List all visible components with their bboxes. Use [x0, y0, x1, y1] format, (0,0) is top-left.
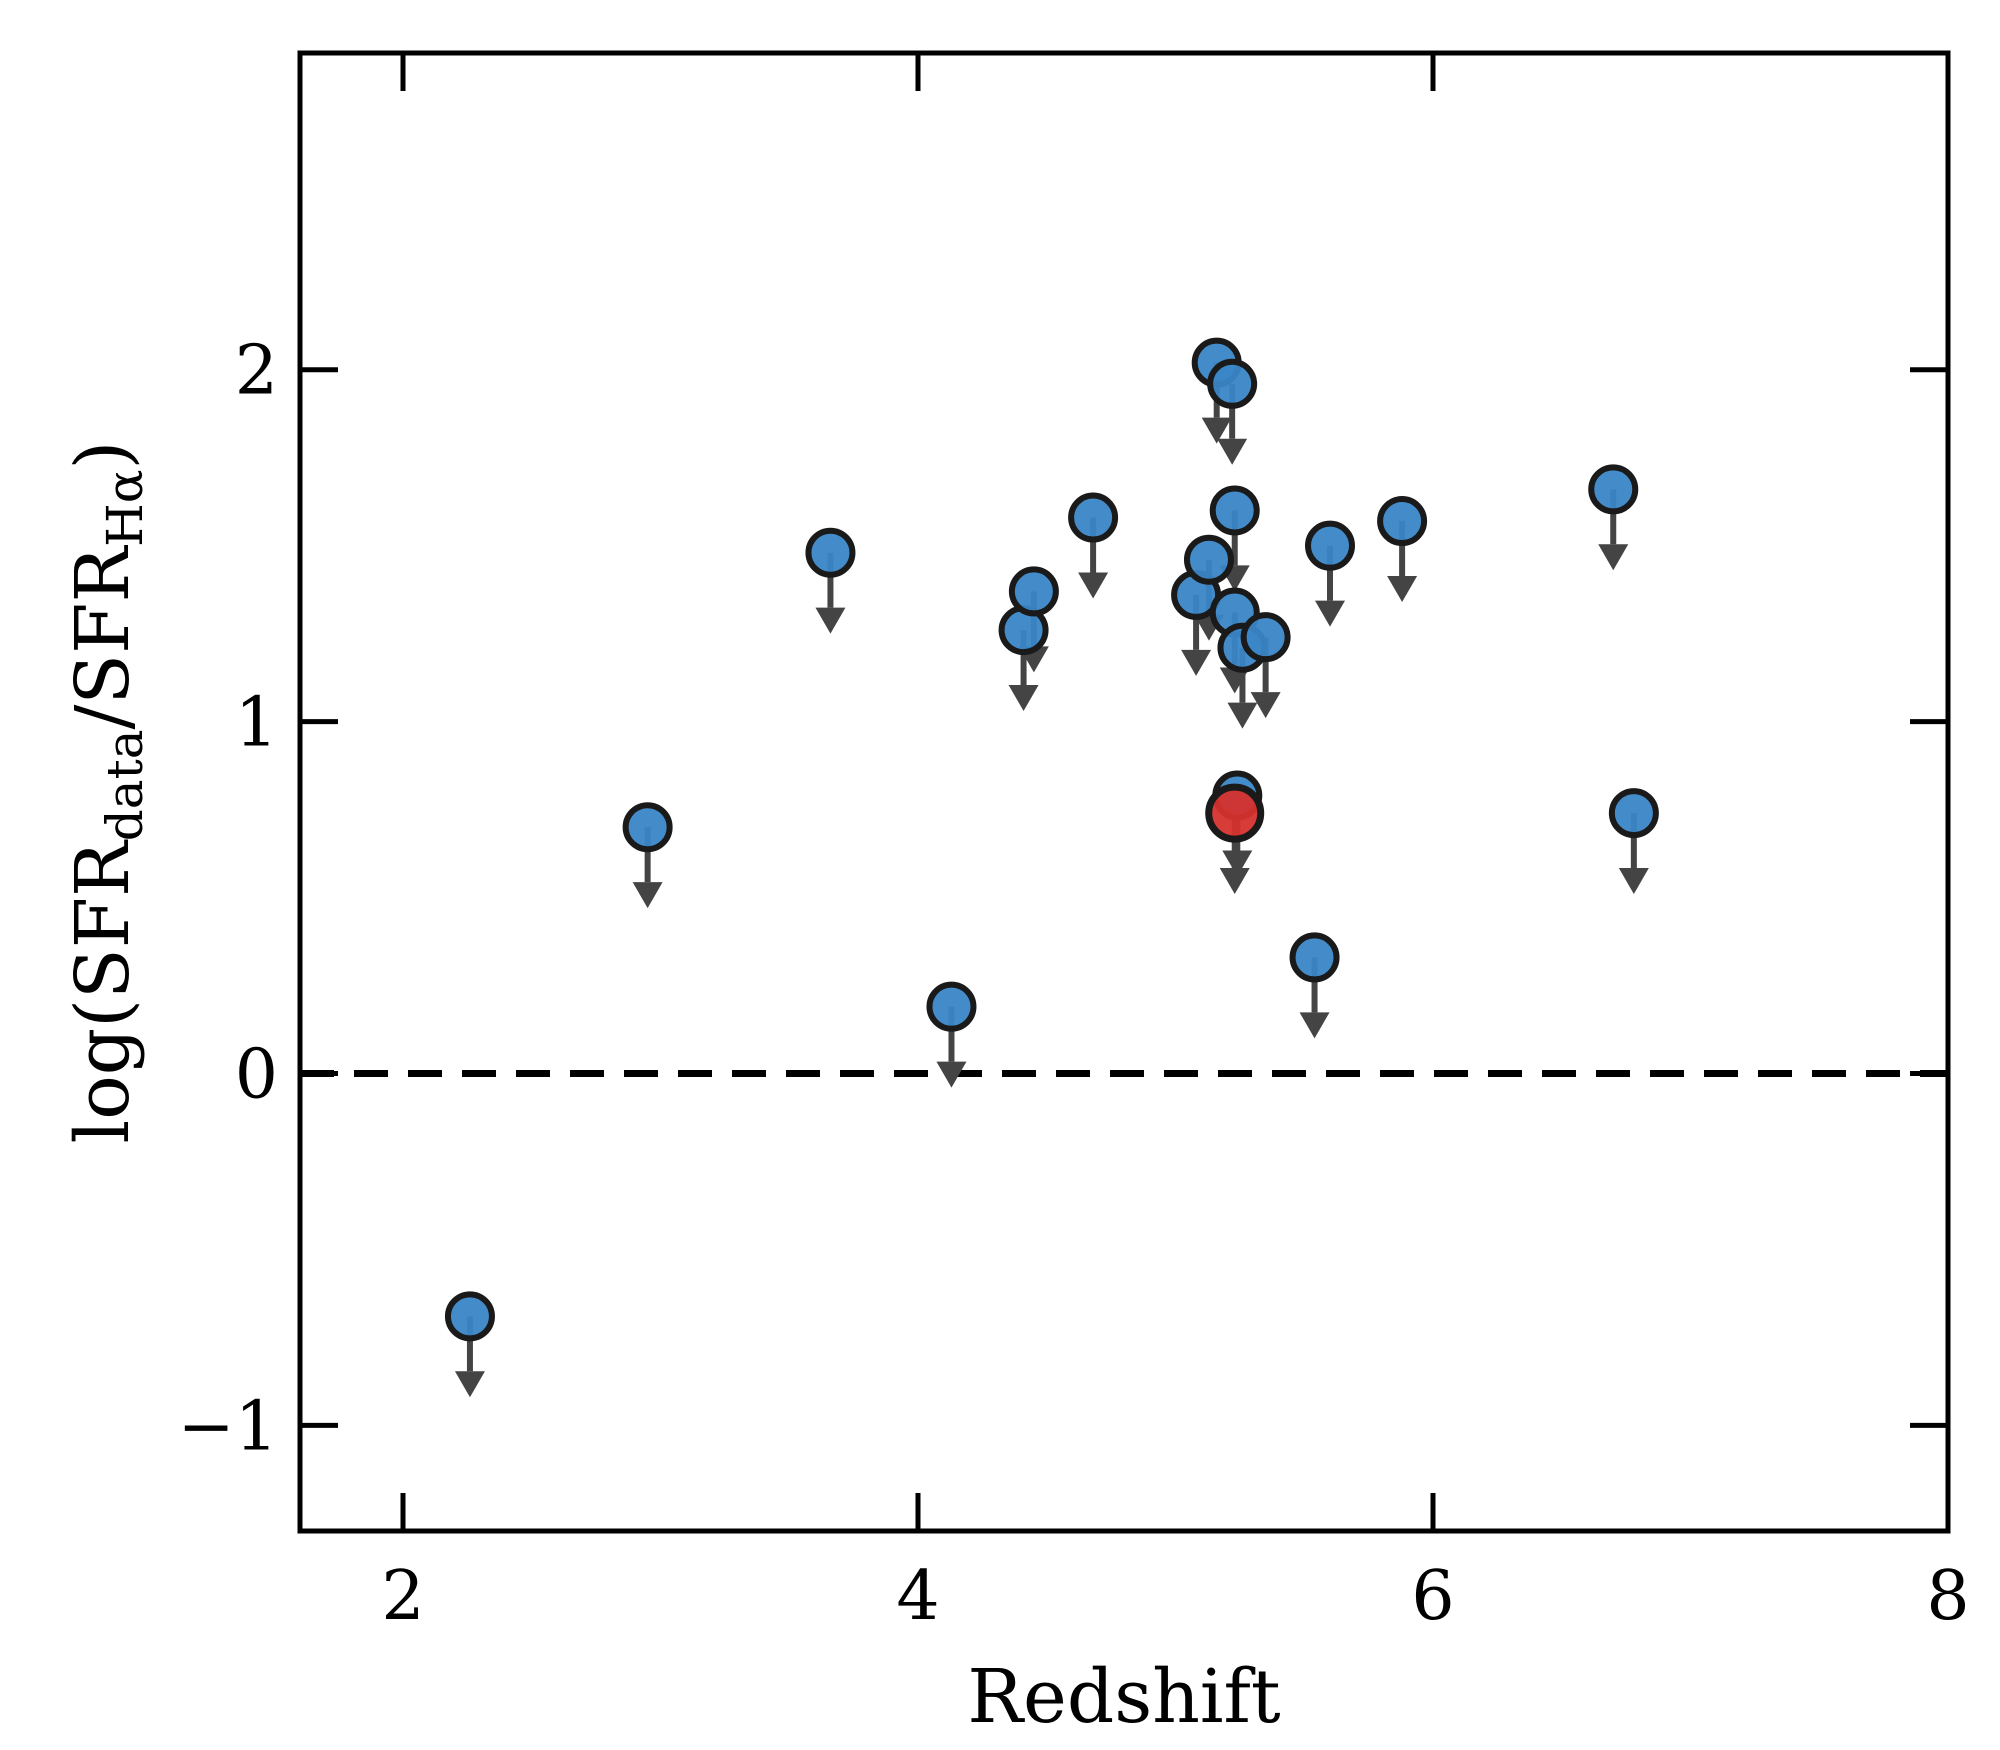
data-point	[1183, 534, 1234, 585]
upper-limit-arrow-head	[1387, 575, 1418, 602]
data-point	[1377, 496, 1428, 547]
y-axis-title-prefix: log(SFR	[60, 839, 146, 1143]
y-tick-label: 0	[235, 1036, 278, 1115]
data-point	[444, 1291, 495, 1342]
x-tick-label: 4	[896, 1557, 939, 1636]
upper-limit-arrow-head	[1078, 572, 1109, 599]
upper-limit-arrow-head	[454, 1371, 485, 1398]
y-axis-title: log(SFRdata/SFRHα)	[60, 441, 154, 1144]
x-tick-label: 2	[381, 1557, 424, 1636]
data-point	[1068, 492, 1119, 543]
y-tick-label: 1	[235, 684, 278, 763]
y-tick-label: −1	[178, 1387, 278, 1466]
data-point	[1289, 932, 1340, 983]
upper-limit-arrow-head	[1315, 600, 1345, 627]
y-tick-label: 2	[235, 332, 278, 411]
upper-limit-arrow-head	[815, 607, 846, 634]
upper-limit-arrow-head	[1618, 868, 1649, 895]
upper-limit-arrow-head	[1250, 692, 1281, 719]
upper-limit-arrow-head	[632, 882, 663, 909]
data-point	[1209, 485, 1260, 536]
y-axis-title-sub1: data	[96, 730, 154, 842]
data-point	[1240, 612, 1291, 663]
upper-limit-arrow-head	[936, 1061, 967, 1088]
data-point	[1305, 520, 1355, 571]
y-axis-title-suffix: )	[60, 441, 146, 470]
highlighted-data-point	[1205, 783, 1265, 843]
plot-frame	[297, 50, 1951, 1534]
data-point	[926, 981, 977, 1032]
upper-limit-arrow-head	[1008, 685, 1039, 712]
ticks-layer: 2 4 6 8 −1 0 1 2	[178, 53, 1970, 1636]
upper-limit-arrow-head	[1299, 1012, 1330, 1039]
upper-limit-arrow-head	[1217, 438, 1248, 465]
data-point	[1608, 788, 1659, 839]
x-tick-label: 6	[1411, 1557, 1454, 1636]
data-point	[622, 802, 673, 853]
data-point	[1008, 566, 1059, 617]
data-point	[1588, 464, 1639, 515]
x-tick-label: 8	[1926, 1557, 1969, 1636]
upper-limit-arrow-head	[1201, 417, 1232, 444]
data-point	[1207, 358, 1258, 409]
upper-limit-arrow-head	[1181, 649, 1212, 676]
upper-limit-arrow-head	[1598, 544, 1629, 571]
y-axis-title-mid: /SFR	[60, 545, 146, 730]
data-point	[805, 527, 856, 578]
marks-layer	[300, 337, 1948, 1398]
x-axis-title: Redshift	[967, 1654, 1281, 1740]
upper-limit-arrow-head	[1227, 702, 1258, 729]
y-axis-title-sub2: Hα	[96, 469, 154, 546]
upper-limit-arrow-head	[1219, 868, 1250, 895]
